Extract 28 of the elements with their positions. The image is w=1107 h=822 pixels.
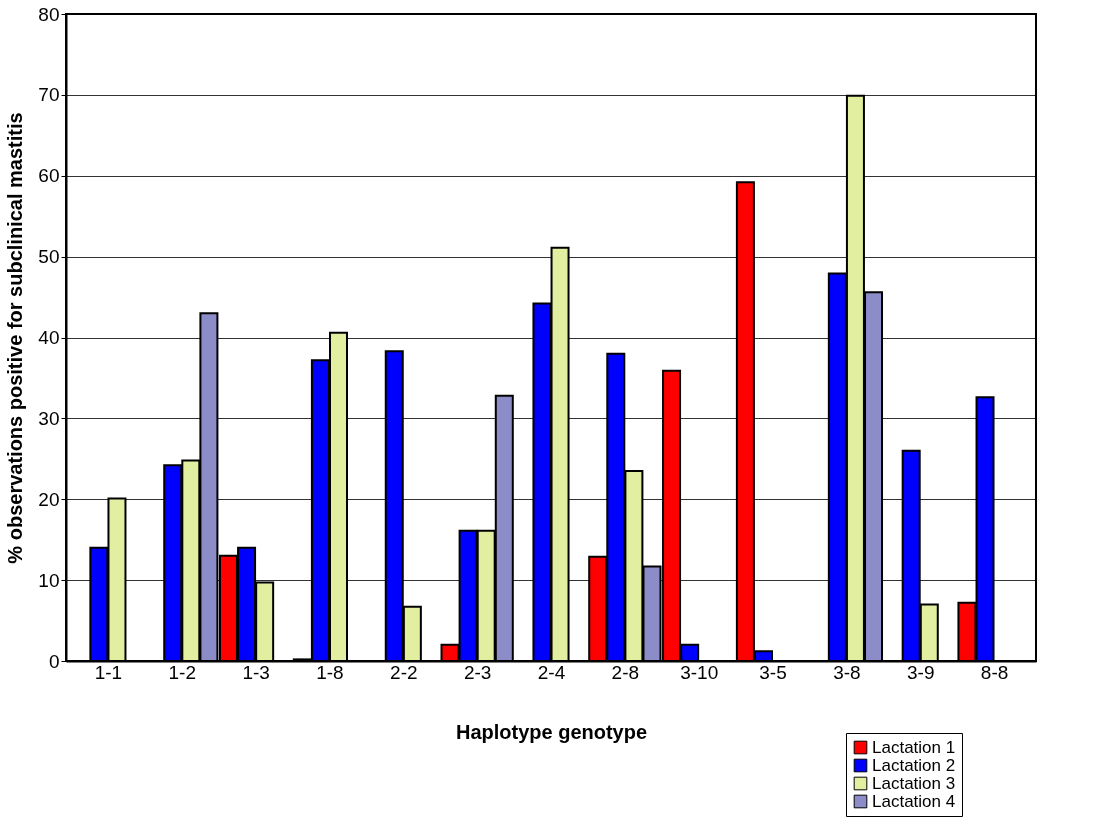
x-tick-label: 2-4 (537, 661, 566, 683)
y-tick-label: 70 (38, 84, 60, 106)
legend-label: Lactation 1 (872, 737, 956, 757)
y-tick-label: 30 (38, 407, 60, 429)
x-tick-label: 8-8 (980, 661, 1009, 683)
y-tick-label: 20 (38, 488, 60, 510)
x-tick-label: 3-9 (907, 661, 935, 683)
x-tick-label: 3-5 (759, 661, 787, 683)
x-tick-label: 2-8 (611, 661, 640, 683)
x-tick-label: 2-2 (390, 661, 418, 683)
y-axis-title: % observations positive for subclinical mastitis (4, 112, 27, 564)
x-tick-label: 1-8 (316, 661, 344, 683)
x-tick-label: 1-1 (94, 661, 123, 683)
y-tick-label: 60 (38, 165, 60, 187)
y-tick-label: 10 (38, 569, 60, 591)
y-tick-label: 0 (48, 650, 60, 672)
legend-label: Lactation 3 (872, 773, 956, 793)
y-tick-label: 50 (38, 246, 60, 268)
legend-label: Lactation 4 (872, 791, 956, 811)
y-tick-label: 40 (38, 327, 60, 348)
x-tick-label: 2-3 (463, 661, 492, 683)
x-axis-title: Haplotype genotype (455, 720, 648, 743)
x-tick-label: 3-8 (833, 661, 861, 683)
x-tick-label: 1-3 (242, 661, 270, 683)
x-tick-label: 1-2 (168, 661, 196, 683)
y-tick-label: 80 (38, 3, 60, 25)
legend-label: Lactation 2 (872, 755, 956, 775)
x-tick-label: 3-10 (680, 661, 719, 683)
